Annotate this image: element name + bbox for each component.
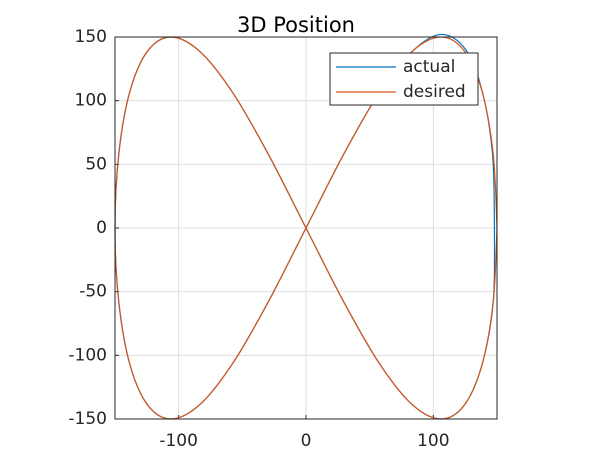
x-tick-label: 100 <box>417 431 449 451</box>
x-tick-label: 0 <box>301 431 312 451</box>
axes-box <box>114 36 498 420</box>
y-tick-label: 150 <box>75 27 107 47</box>
legend-label: actual <box>403 57 455 77</box>
y-tick-label: 50 <box>85 154 107 174</box>
legend-label: desired <box>403 82 466 102</box>
y-tick-label: 0 <box>96 218 107 238</box>
legend-box <box>329 52 479 106</box>
y-tick-label: -100 <box>68 345 107 365</box>
y-tick-label: -150 <box>68 409 107 429</box>
y-tick-label: 100 <box>75 91 107 111</box>
chart-title: 3D Position <box>237 13 355 37</box>
y-tick-label: -50 <box>79 282 107 302</box>
x-tick-label: -100 <box>159 431 198 451</box>
